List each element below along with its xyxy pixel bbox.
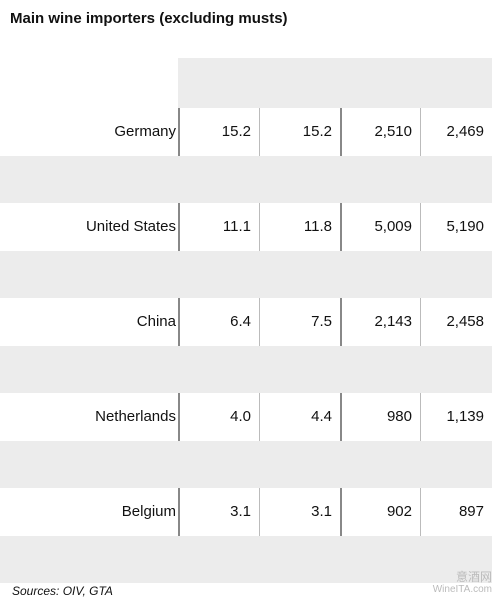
data-cell: 897 xyxy=(458,503,484,520)
data-cell: 3.1 xyxy=(311,503,332,520)
data-cell: 1,139 xyxy=(446,408,484,425)
row-band xyxy=(0,535,492,583)
data-cell: 5,009 xyxy=(374,218,412,235)
data-cell: 7.5 xyxy=(311,313,332,330)
data-cell: 2,458 xyxy=(446,313,484,330)
watermark: WineITA.com xyxy=(432,584,492,595)
data-cell: 2,143 xyxy=(374,313,412,330)
row-band xyxy=(0,440,492,488)
data-cell: 6.4 xyxy=(230,313,251,330)
row-label: China xyxy=(136,313,176,330)
row-band xyxy=(0,155,492,203)
source-note: Sources: OIV, GTA xyxy=(12,584,113,598)
row-label: Belgium xyxy=(121,503,176,520)
column-divider xyxy=(340,58,342,583)
data-cell: 980 xyxy=(386,408,412,425)
data-cell: 3.1 xyxy=(230,503,251,520)
row-label: United States xyxy=(85,218,176,235)
row-label: Germany xyxy=(114,123,176,140)
row-label: Netherlands xyxy=(95,408,176,425)
data-cell: 2,510 xyxy=(374,123,412,140)
header-band xyxy=(178,58,492,108)
data-cell: 15.2 xyxy=(302,123,332,140)
data-cell: 11.1 xyxy=(222,218,251,235)
data-cell: 2,469 xyxy=(446,123,484,140)
data-cell: 5,190 xyxy=(446,218,484,235)
column-divider xyxy=(259,58,260,583)
row-band xyxy=(0,250,492,298)
data-cell: 4.0 xyxy=(230,408,251,425)
data-cell: 4.4 xyxy=(311,408,332,425)
column-divider xyxy=(420,58,421,583)
row-band xyxy=(0,345,492,393)
data-cell: 902 xyxy=(386,503,412,520)
column-divider xyxy=(178,58,180,583)
data-cell: 11.8 xyxy=(303,218,332,235)
data-cell: 15.2 xyxy=(221,123,251,140)
watermark: 意酒网 xyxy=(455,570,492,584)
table-title: Main wine importers (excluding musts) xyxy=(10,10,288,27)
